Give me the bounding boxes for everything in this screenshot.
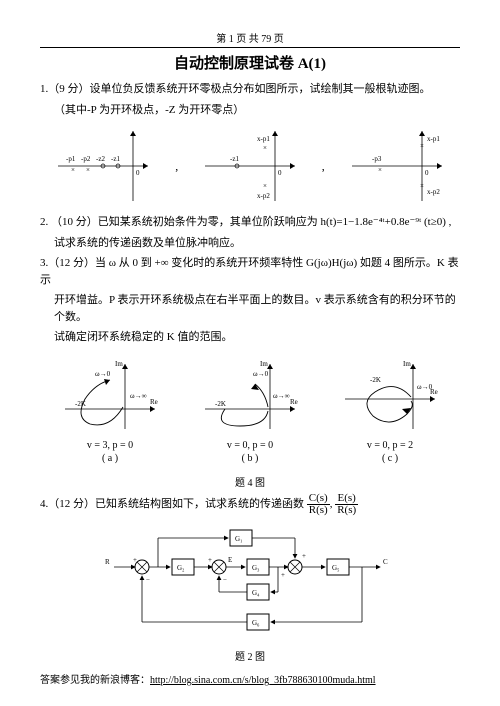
svg-text:G₂: G₂: [177, 564, 185, 572]
q3-c-label: v = 0, p = 2: [335, 440, 445, 451]
question-1: 1.（9 分）设单位负反馈系统开环零极点分布如图所示，试绘制其一般根轨迹图。: [40, 81, 460, 98]
svg-text:-z1: -z1: [230, 155, 239, 163]
svg-text:×: ×: [420, 142, 424, 150]
svg-text:-2K: -2K: [215, 400, 226, 408]
svg-text:Re: Re: [290, 398, 298, 406]
svg-text:x-p1: x-p1: [257, 135, 270, 143]
svg-text:×: ×: [71, 166, 75, 174]
svg-text:+: +: [133, 556, 137, 564]
svg-text:-2K: -2K: [370, 376, 381, 384]
svg-text:−: −: [146, 576, 150, 584]
svg-text:×: ×: [378, 166, 382, 174]
svg-text:ω→0: ω→0: [95, 370, 111, 378]
svg-text:0: 0: [425, 169, 429, 177]
svg-text:G₁: G₁: [235, 535, 243, 543]
footer: 答案参见我的新浪博客：http://blog.sina.com.cn/s/blo…: [40, 671, 376, 686]
q1-graph-c: 0 x-p1 x-p2 -p3 × × ×: [342, 126, 452, 206]
svg-text:-p2: -p2: [81, 155, 91, 163]
svg-text:Re: Re: [150, 398, 158, 406]
svg-text:G₄: G₄: [252, 589, 260, 597]
comma-2: ,: [322, 159, 325, 174]
q1-graphs-row: 0 -p1 -p2 -z2 -z1 × × , 0 x-p1 x-p2 -z1 × × ,…: [40, 126, 460, 206]
svg-text:×: ×: [86, 166, 90, 174]
comma-1: ,: [175, 159, 178, 174]
question-1-sub: （其中-P 为开环极点，-Z 为开环零点）: [40, 102, 460, 119]
q3-nyquist-b: Im Re -2K ω→0 ω→∞: [195, 354, 305, 434]
svg-text:G₃: G₃: [252, 564, 260, 572]
svg-text:Im: Im: [115, 360, 123, 368]
svg-text:-p3: -p3: [372, 155, 382, 163]
svg-text:Im: Im: [260, 360, 268, 368]
question-4: 4.（12 分）已知系统结构图如下，试求系统的传递函数 C(s) R(s) , …: [40, 493, 460, 516]
svg-text:0: 0: [136, 169, 140, 177]
q3-a-label: v = 3, p = 0: [55, 440, 165, 451]
svg-text:×: ×: [420, 182, 424, 190]
svg-text:R: R: [105, 558, 110, 566]
svg-text:+: +: [281, 571, 285, 579]
svg-text:x-p2: x-p2: [427, 188, 440, 196]
question-2: 2. （10 分）已知某系统初始条件为零，其单位阶跃响应为 h(t)=1−1.8…: [40, 214, 460, 231]
q3-graphs-row: ImRe -2K ω→0 ω→∞ v = 3, p = 0 ( a ) ImRe…: [40, 354, 460, 466]
q3-c-cap: ( c ): [335, 453, 445, 464]
svg-text:Im: Im: [403, 360, 411, 368]
svg-text:C: C: [383, 558, 388, 566]
svg-text:×: ×: [263, 144, 267, 152]
question-3: 3.（12 分）当 ω 从 0 到 +∞ 变化时的系统开环频率特性 G(jω)H…: [40, 255, 460, 288]
q3-b-cap: ( b ): [195, 453, 305, 464]
exam-title: 自动控制原理试卷 A(1): [40, 52, 460, 73]
caption-fig4: 题 4 图: [40, 474, 460, 489]
page-header: 第 1 页 共 79 页: [40, 30, 460, 48]
question-2-sub: 试求系统的传递函数及单位脉冲响应。: [40, 235, 460, 252]
svg-text:-z1: -z1: [111, 155, 120, 163]
svg-text:+: +: [208, 556, 212, 564]
svg-text:ω→∞: ω→∞: [273, 392, 290, 400]
q1-graph-b: 0 x-p1 x-p2 -z1 × ×: [195, 126, 305, 206]
q3-b-label: v = 0, p = 0: [195, 440, 305, 451]
block-diagram: R G₂ E G₃ + + G₅ C G₁ G₄ G₆ + − + −: [40, 522, 460, 642]
blog-link[interactable]: http://blog.sina.com.cn/s/blog_3fb788630…: [150, 675, 376, 686]
svg-text:G₅: G₅: [332, 564, 340, 572]
svg-text:×: ×: [263, 182, 267, 190]
svg-text:+: +: [302, 552, 306, 560]
question-3-line3: 试确定闭环系统稳定的 K 值的范围。: [40, 329, 460, 346]
svg-text:ω→0: ω→0: [253, 370, 269, 378]
svg-text:x-p1: x-p1: [427, 135, 440, 143]
svg-text:E: E: [228, 556, 232, 564]
svg-text:ω→0: ω→0: [417, 383, 433, 391]
q3-a-cap: ( a ): [55, 453, 165, 464]
svg-text:-p1: -p1: [66, 155, 76, 163]
svg-text:ω→∞: ω→∞: [130, 392, 147, 400]
svg-text:−: −: [223, 576, 227, 584]
q1-graph-a: 0 -p1 -p2 -z2 -z1 × ×: [48, 126, 158, 206]
q3-nyquist-c: ImRe -2K ω→0: [335, 354, 445, 434]
question-3-line2: 开环增益。P 表示开环系统极点在右半平面上的数目。v 表示系统含有的积分环节的个…: [40, 292, 460, 325]
svg-text:-z2: -z2: [96, 155, 105, 163]
caption-fig2: 题 2 图: [40, 648, 460, 663]
svg-text:G₆: G₆: [252, 619, 260, 627]
svg-text:x-p2: x-p2: [257, 192, 270, 200]
q3-nyquist-a: ImRe -2K ω→0 ω→∞: [55, 354, 165, 434]
svg-text:0: 0: [278, 169, 282, 177]
